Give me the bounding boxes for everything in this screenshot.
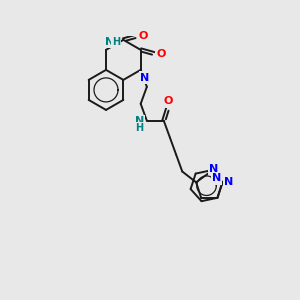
- Text: N: N: [105, 37, 115, 47]
- Text: N: N: [212, 173, 221, 184]
- Text: H: H: [112, 37, 120, 47]
- Text: H: H: [135, 123, 143, 133]
- Text: O: O: [156, 49, 165, 59]
- Text: O: O: [164, 96, 173, 106]
- Text: N: N: [224, 177, 233, 187]
- Text: N: N: [134, 116, 144, 126]
- Text: N: N: [209, 164, 219, 174]
- Text: N: N: [140, 73, 149, 82]
- Text: O: O: [139, 31, 148, 41]
